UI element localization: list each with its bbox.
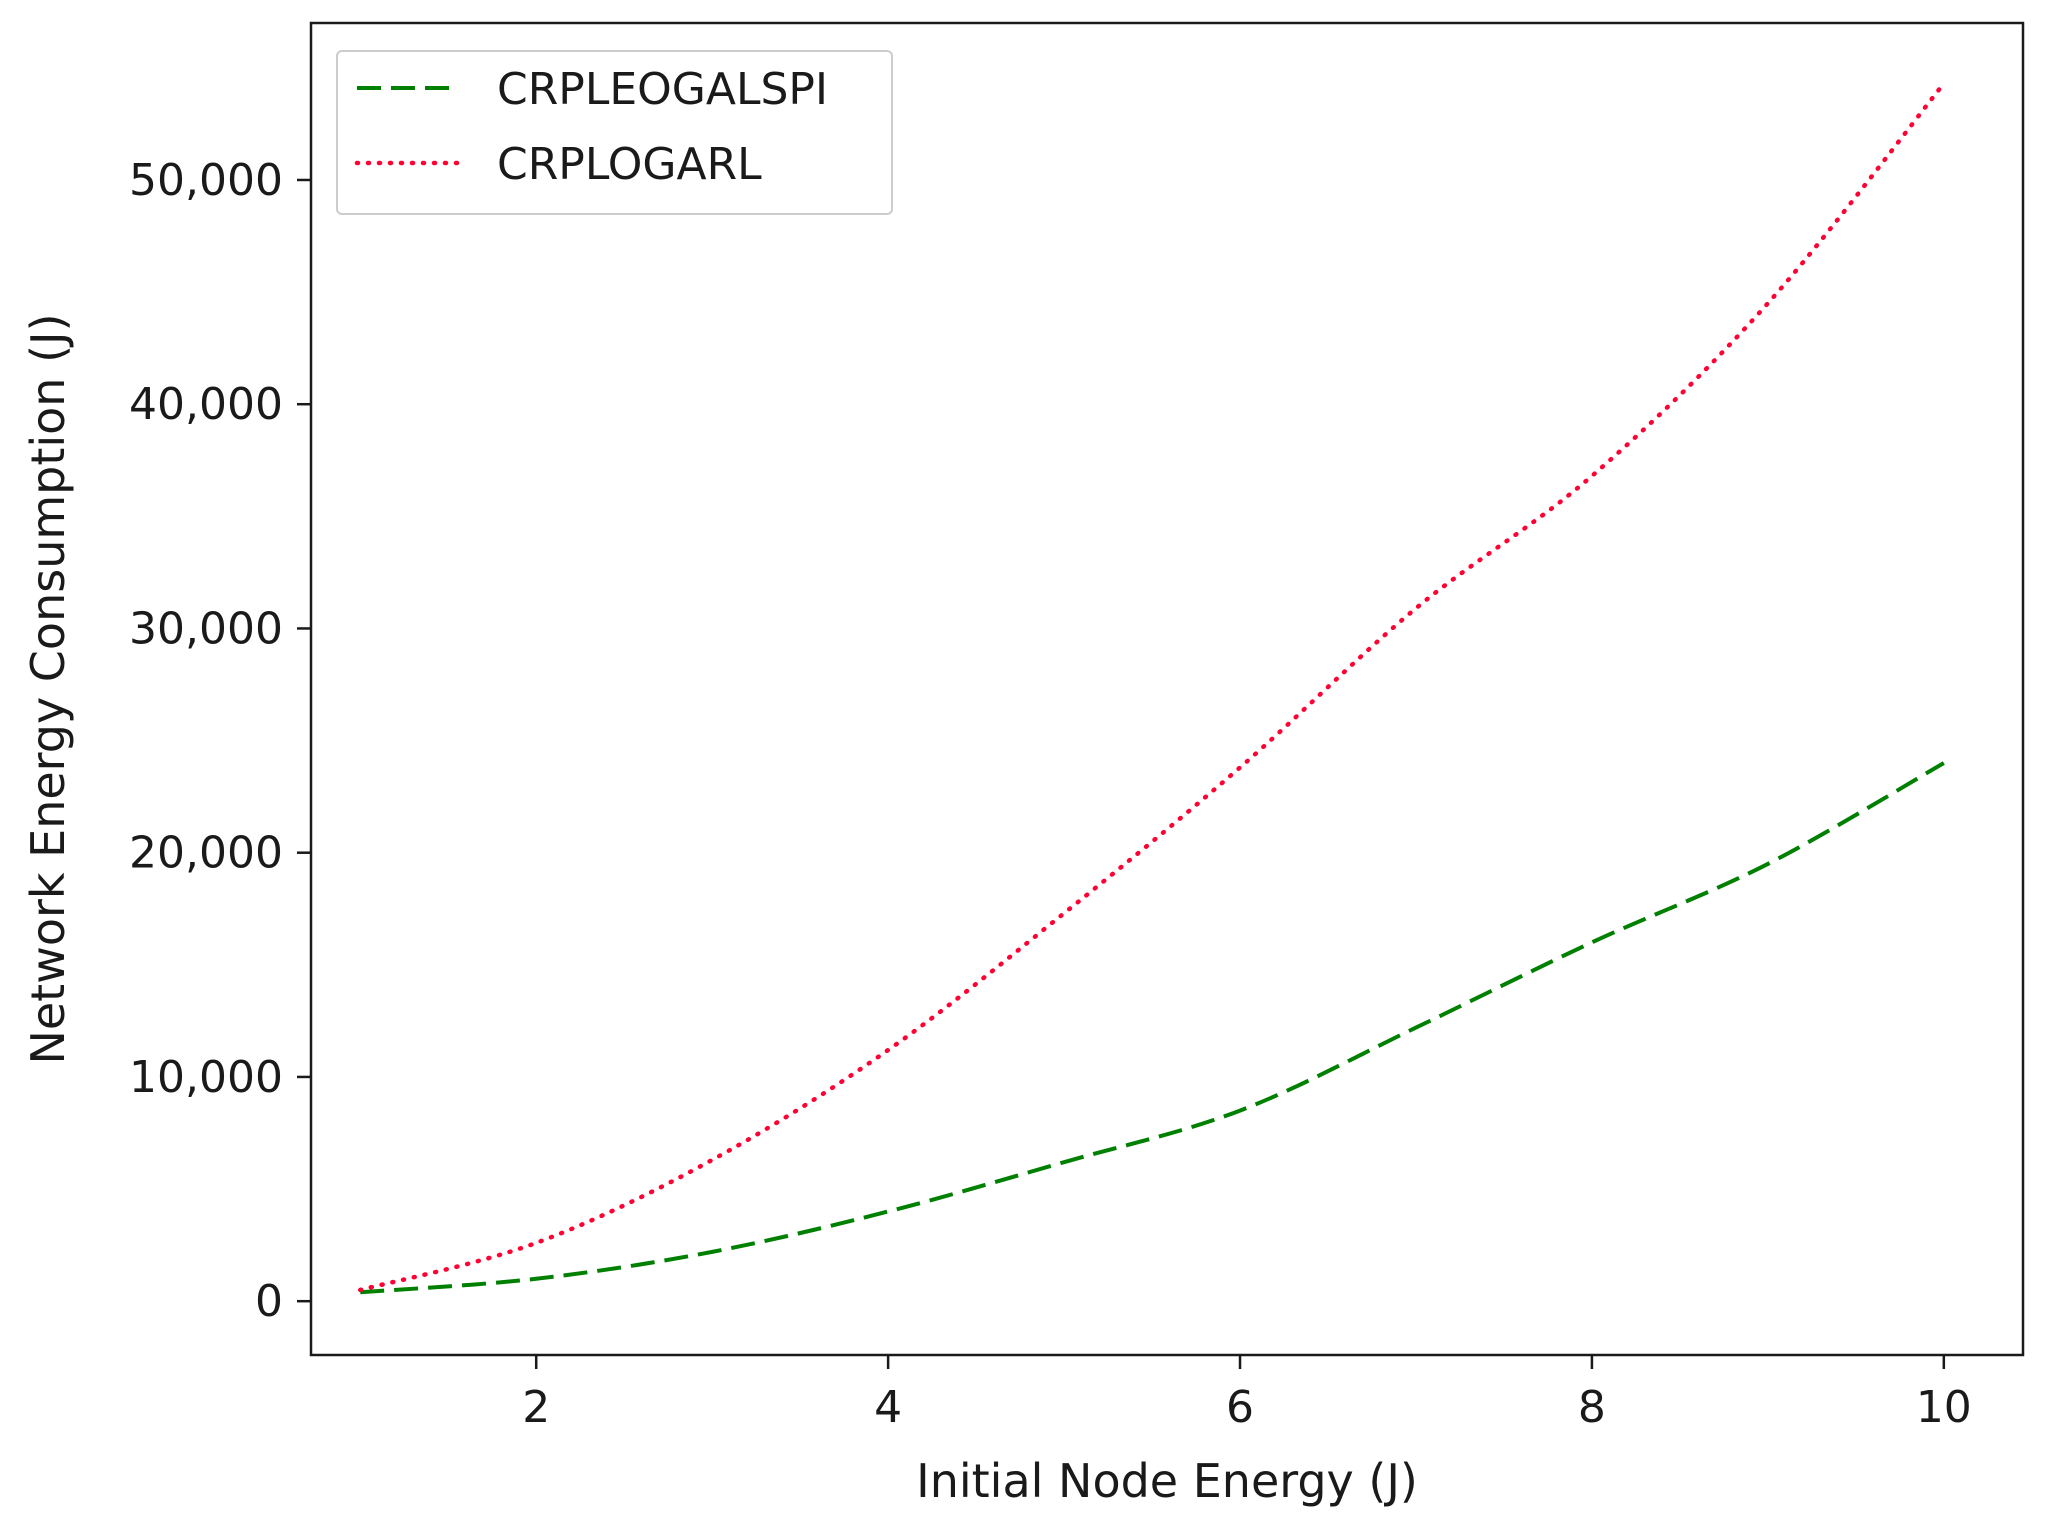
legend: CRPLEOGALSPI CRPLOGARL [336,50,893,215]
y-tick-label-0: 0 [255,1276,283,1327]
x-tick-label-10: 10 [1916,1382,1972,1433]
x-tick-label-8: 8 [1578,1382,1606,1433]
ticks-layer: 2 4 6 8 10 0 10,000 20,000 30,000 40,000 50,000 [129,155,1972,1433]
y-tick-label-30000: 30,000 [129,603,283,654]
y-tick-label-40000: 40,000 [129,379,283,430]
legend-label-crplogarl: CRPLOGARL [497,139,762,190]
legend-box [336,50,893,215]
series-layer [358,81,1947,1295]
x-axis-label: Initial Node Energy (J) [916,1454,1418,1508]
x-tick-label-6: 6 [1226,1382,1254,1433]
y-tick-label-10000: 10,000 [129,1052,283,1103]
y-tick-label-20000: 20,000 [129,828,283,879]
y-axis-label: Network Energy Consumption (J) [21,313,75,1064]
x-tick-label-2: 2 [522,1382,550,1433]
x-tick-label-4: 4 [874,1382,902,1433]
legend-label-crpleogalspi: CRPLEOGALSPI [497,64,828,115]
plot-background [311,23,2023,1355]
plot-frame [309,21,2025,1357]
series-line-crpleogalspi [360,761,1945,1295]
series-line-crplogarl [358,81,1947,1293]
y-tick-label-50000: 50,000 [129,155,283,206]
